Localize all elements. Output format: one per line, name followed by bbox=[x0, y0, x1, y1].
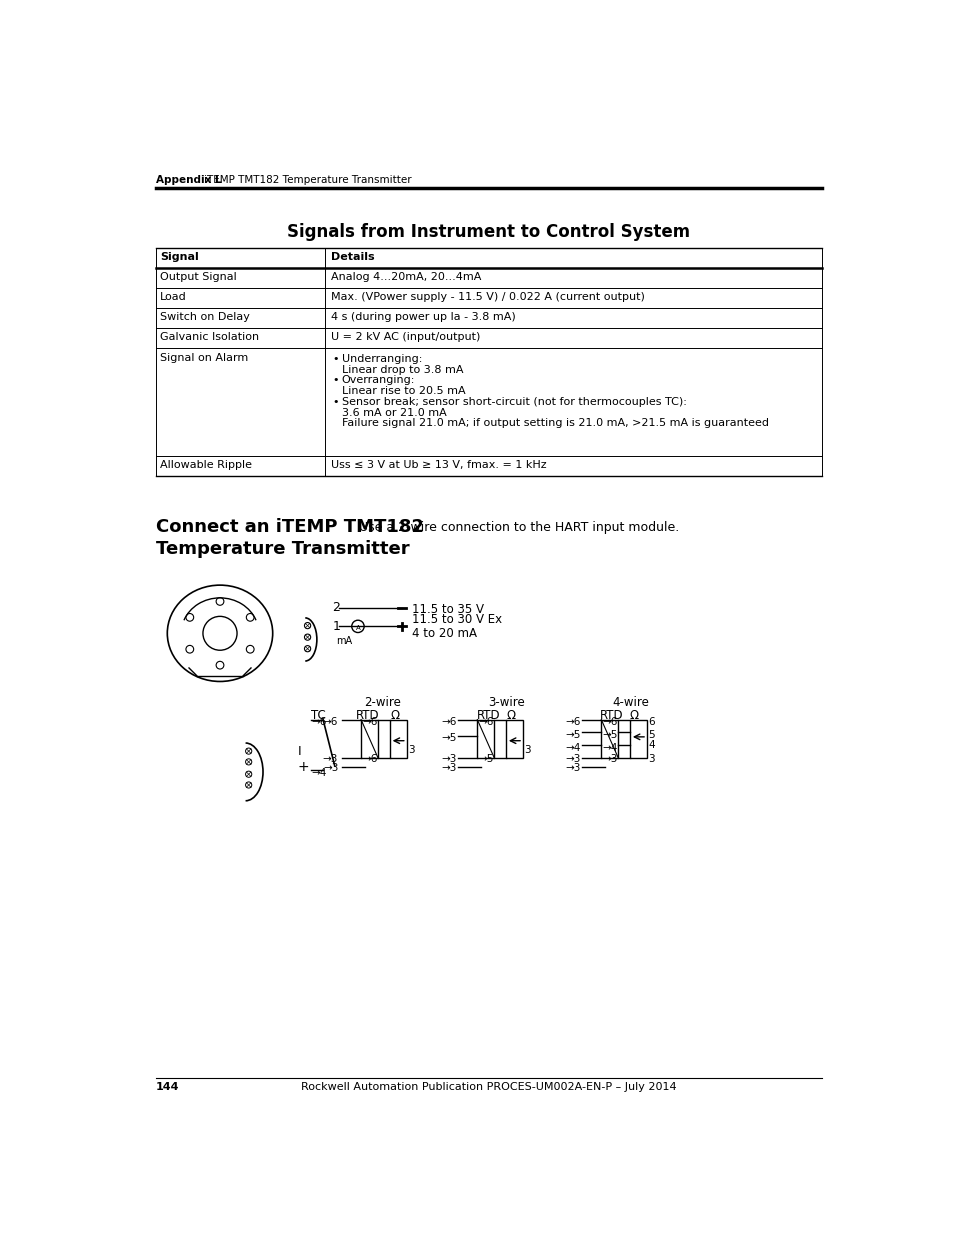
Text: •: • bbox=[332, 396, 338, 406]
Bar bbox=[600, 720, 618, 758]
Text: 4-wire: 4-wire bbox=[612, 697, 648, 709]
Text: →6: →6 bbox=[322, 718, 337, 727]
Text: Switch on Delay: Switch on Delay bbox=[160, 312, 250, 322]
Text: 3-wire: 3-wire bbox=[488, 697, 524, 709]
Text: •: • bbox=[332, 353, 338, 364]
Text: RTD: RTD bbox=[355, 709, 379, 721]
Text: Sensor break; sensor short-circuit (not for thermocouples TC):: Sensor break; sensor short-circuit (not … bbox=[341, 396, 686, 406]
Bar bbox=[505, 720, 522, 758]
Text: →5: →5 bbox=[477, 755, 493, 764]
Text: →3: →3 bbox=[323, 763, 338, 773]
Text: 4 to 20 mA: 4 to 20 mA bbox=[412, 627, 476, 640]
Text: →6: →6 bbox=[601, 718, 617, 727]
Text: 3: 3 bbox=[524, 745, 531, 755]
Text: 5: 5 bbox=[648, 730, 655, 740]
Text: Output Signal: Output Signal bbox=[160, 272, 237, 282]
Text: Failure signal 21.0 mA; if output setting is 21.0 mA, >21.5 mA is guaranteed: Failure signal 21.0 mA; if output settin… bbox=[341, 419, 768, 429]
Bar bbox=[629, 720, 646, 758]
Text: Max. (VPower supply - 11.5 V) / 0.022 A (current output): Max. (VPower supply - 11.5 V) / 0.022 A … bbox=[331, 293, 644, 303]
Text: Underranging:: Underranging: bbox=[341, 353, 421, 364]
Text: →5: →5 bbox=[441, 732, 456, 742]
Text: 2: 2 bbox=[332, 601, 340, 614]
Text: A: A bbox=[355, 625, 360, 631]
Text: +: + bbox=[297, 761, 309, 774]
Text: 144: 144 bbox=[155, 1082, 179, 1092]
Text: Details: Details bbox=[331, 252, 375, 262]
Text: →6: →6 bbox=[361, 718, 377, 727]
Text: I: I bbox=[297, 745, 301, 758]
Text: 3.6 mA or 21.0 mA: 3.6 mA or 21.0 mA bbox=[341, 408, 446, 417]
Text: 2-wire: 2-wire bbox=[364, 697, 401, 709]
Text: Analog 4...20mA, 20...4mA: Analog 4...20mA, 20...4mA bbox=[331, 272, 480, 282]
Text: →6: →6 bbox=[311, 718, 327, 727]
Bar bbox=[476, 720, 494, 758]
Text: →3: →3 bbox=[441, 763, 456, 773]
Text: →6: →6 bbox=[565, 718, 580, 727]
Text: U = 2 kV AC (input/output): U = 2 kV AC (input/output) bbox=[331, 332, 479, 342]
Text: 1: 1 bbox=[332, 620, 340, 632]
Text: →4: →4 bbox=[311, 768, 327, 778]
Text: Ω: Ω bbox=[629, 709, 638, 721]
Text: 4 s (during power up Ia - 3.8 mA): 4 s (during power up Ia - 3.8 mA) bbox=[331, 312, 515, 322]
Text: →6: →6 bbox=[361, 755, 377, 764]
Text: →4: →4 bbox=[565, 742, 580, 752]
Bar bbox=[390, 720, 406, 758]
Text: →3: →3 bbox=[565, 755, 580, 764]
Text: Linear drop to 3.8 mA: Linear drop to 3.8 mA bbox=[341, 364, 463, 374]
Text: 4: 4 bbox=[648, 740, 655, 750]
Text: Overranging:: Overranging: bbox=[341, 375, 415, 385]
Text: Signal on Alarm: Signal on Alarm bbox=[160, 353, 249, 363]
Text: Connect an iTEMP TMT182
Temperature Transmitter: Connect an iTEMP TMT182 Temperature Tran… bbox=[155, 517, 423, 558]
Text: Appendix L: Appendix L bbox=[155, 175, 221, 185]
Text: Allowable Ripple: Allowable Ripple bbox=[160, 461, 252, 471]
Text: mA: mA bbox=[335, 636, 352, 646]
Text: Rockwell Automation Publication PROCES-UM002A-EN-P – July 2014: Rockwell Automation Publication PROCES-U… bbox=[301, 1082, 676, 1092]
Text: iTEMP TMT182 Temperature Transmitter: iTEMP TMT182 Temperature Transmitter bbox=[204, 175, 412, 185]
Text: RTD: RTD bbox=[599, 709, 622, 721]
Text: →3: →3 bbox=[565, 763, 580, 773]
Text: 3: 3 bbox=[648, 755, 655, 764]
Bar bbox=[360, 720, 377, 758]
Text: →4: →4 bbox=[601, 742, 617, 752]
Text: Ω: Ω bbox=[506, 709, 516, 721]
Text: 3: 3 bbox=[408, 745, 415, 755]
Text: Load: Load bbox=[160, 293, 187, 303]
Text: →5: →5 bbox=[601, 730, 617, 740]
Text: →6: →6 bbox=[477, 718, 493, 727]
Text: 11.5 to 35 V: 11.5 to 35 V bbox=[412, 603, 484, 615]
Text: •: • bbox=[332, 375, 338, 385]
Text: Signals from Instrument to Control System: Signals from Instrument to Control Syste… bbox=[287, 222, 690, 241]
Text: →6: →6 bbox=[441, 718, 456, 727]
Text: 11.5 to 30 V Ex: 11.5 to 30 V Ex bbox=[412, 614, 502, 626]
Text: 6: 6 bbox=[648, 718, 655, 727]
Text: Uss ≤ 3 V at Ub ≥ 13 V, fmax. = 1 kHz: Uss ≤ 3 V at Ub ≥ 13 V, fmax. = 1 kHz bbox=[331, 461, 546, 471]
Text: Ω: Ω bbox=[390, 709, 399, 721]
Text: TC: TC bbox=[311, 709, 326, 721]
Text: Linear rise to 20.5 mA: Linear rise to 20.5 mA bbox=[341, 387, 465, 396]
Text: Galvanic Isolation: Galvanic Isolation bbox=[160, 332, 259, 342]
Text: Use a 2-wire connection to the HART input module.: Use a 2-wire connection to the HART inpu… bbox=[359, 521, 679, 534]
Text: →3: →3 bbox=[441, 755, 456, 764]
Text: →3: →3 bbox=[322, 755, 337, 764]
Text: →3: →3 bbox=[601, 755, 617, 764]
Text: →5: →5 bbox=[565, 730, 580, 740]
Text: Signal: Signal bbox=[160, 252, 199, 262]
Text: RTD: RTD bbox=[476, 709, 500, 721]
